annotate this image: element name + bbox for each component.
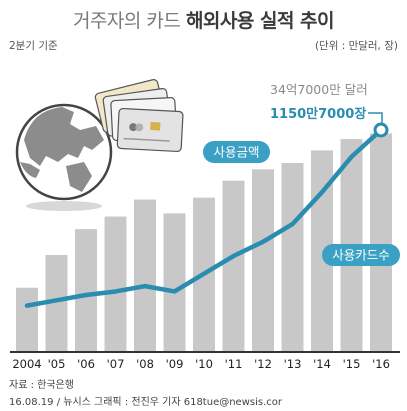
x-tick-label-5: '09 bbox=[166, 357, 184, 371]
last-count-label: 1150만7000장 bbox=[270, 106, 366, 122]
amount-bar-4 bbox=[134, 199, 156, 352]
last-amount-label: 34억7000만 달러 bbox=[270, 82, 368, 97]
x-tick-label-3: '07 bbox=[107, 357, 125, 371]
count-last-point bbox=[373, 122, 389, 138]
x-axis-labels: 2004 '05 '06 '07 '08 '09 '10 '11 '12 '13 '14 '15 '16 bbox=[12, 357, 390, 371]
line-layer bbox=[24, 122, 389, 308]
chart-title: 거주자의 카드 해외사용 실적 추이 bbox=[0, 6, 407, 33]
amount-bar-8 bbox=[252, 169, 274, 352]
x-tick-label-9: '13 bbox=[284, 357, 302, 371]
count-series-label: 사용카드수 bbox=[322, 244, 400, 266]
amount-bar-5 bbox=[163, 213, 186, 352]
source-note: 자료 : 한국은행 bbox=[9, 380, 74, 391]
unit-label: (단위 : 만달러, 장) bbox=[314, 40, 398, 52]
title-part2: 해외사용 실적 추이 bbox=[185, 10, 335, 32]
title-part1: 거주자의 카드 bbox=[72, 10, 181, 32]
bars-layer bbox=[16, 133, 392, 352]
amount-bar-9 bbox=[281, 163, 304, 352]
amount-bar-1 bbox=[45, 254, 68, 352]
amount-bar-7 bbox=[222, 180, 245, 352]
last-count-leader bbox=[368, 112, 383, 124]
amount-bar-12 bbox=[370, 133, 392, 352]
x-tick-label-0: 2004 bbox=[12, 357, 41, 371]
x-tick-label-8: '12 bbox=[254, 357, 272, 371]
credit-cards-icon bbox=[94, 79, 184, 153]
x-tick-label-6: '10 bbox=[195, 357, 213, 371]
amount-bar-2 bbox=[75, 229, 97, 352]
x-tick-label-1: '05 bbox=[48, 357, 66, 371]
globe-icon bbox=[15, 103, 113, 211]
base-label: 2분기 기준 bbox=[9, 40, 58, 52]
x-tick-label-10: '14 bbox=[313, 357, 331, 371]
amount-series-label: 사용금액 bbox=[203, 141, 270, 163]
amount-bar-0 bbox=[16, 287, 38, 352]
amount-series-label-text: 사용금액 bbox=[213, 145, 259, 160]
x-tick-label-12: '16 bbox=[372, 357, 390, 371]
credit-note: 16.08.19 / 뉴시스 그래픽 : 전진우 기자 618tue@newsi… bbox=[9, 397, 282, 408]
count-series-label-text: 사용카드수 bbox=[332, 248, 390, 263]
x-tick-label-11: '15 bbox=[343, 357, 361, 371]
amount-bar-3 bbox=[104, 216, 127, 352]
count-line bbox=[24, 127, 384, 308]
x-tick-label-4: '08 bbox=[136, 357, 154, 371]
x-tick-label-7: '11 bbox=[225, 357, 243, 371]
x-tick-label-2: '06 bbox=[77, 357, 95, 371]
